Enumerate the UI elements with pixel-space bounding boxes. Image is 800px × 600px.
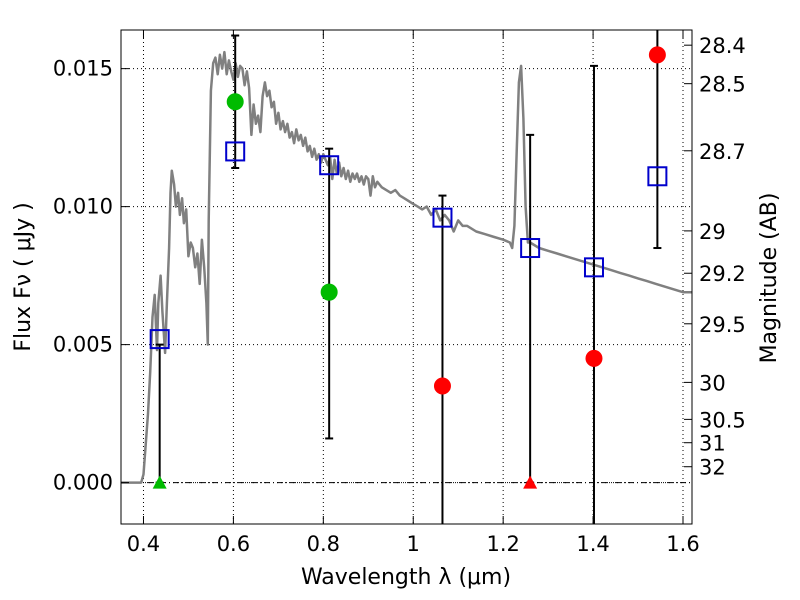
magnitude-axis-label: Magnitude (AB) <box>757 193 782 364</box>
detection-point <box>320 283 338 301</box>
error-bars <box>155 30 662 524</box>
x-tick-label: 1.2 <box>486 532 519 556</box>
y-tick-label: 0.010 <box>53 195 113 219</box>
magnitude-tick-label: 30 <box>699 371 726 395</box>
low-significance-point <box>648 46 666 64</box>
y-axis-ticks: 0.000 0.005 0.010 0.015 <box>53 57 129 495</box>
x-tick-label: 0.4 <box>127 532 160 556</box>
plot-frame <box>120 29 693 525</box>
upper-limit-marker <box>523 475 538 489</box>
y-tick-label: 0.000 <box>53 471 113 495</box>
y-tick-label: 0.015 <box>53 57 113 81</box>
x-tick-label: 1 <box>407 532 420 556</box>
model-flux-square <box>432 207 453 228</box>
y-axis-label: Flux Fν ( μJy ) <box>11 202 36 351</box>
model-flux-square <box>647 166 668 187</box>
model-flux-square <box>225 141 246 162</box>
model-flux-square <box>583 257 604 278</box>
magnitude-tick-label: 29 <box>699 220 726 244</box>
data-markers <box>149 46 668 489</box>
magnitude-tick-label: 30.5 <box>699 408 746 432</box>
sed-model-line <box>121 50 692 484</box>
magnitude-tick-label: 29.5 <box>699 313 746 337</box>
magnitude-tick-label: 31 <box>699 432 726 456</box>
magnitude-tick-label: 29.2 <box>699 262 746 286</box>
low-significance-point <box>585 349 603 367</box>
x-tick-label: 1.6 <box>666 532 699 556</box>
magnitude-tick-label: 28.7 <box>699 140 746 164</box>
x-tick-label: 0.6 <box>217 532 250 556</box>
low-significance-point <box>433 377 451 395</box>
magnitude-tick-label: 28.4 <box>699 34 746 58</box>
model-flux-square <box>149 329 170 350</box>
upper-limit-marker <box>152 475 167 489</box>
x-tick-label: 0.8 <box>307 532 340 556</box>
x-axis-ticks: 0.4 0.6 0.8 1 1.2 1.4 1.6 <box>127 30 700 556</box>
sed-curve <box>121 50 692 484</box>
x-axis-label: Wavelength λ (μm) <box>301 565 511 590</box>
detection-point <box>226 93 244 111</box>
magnitude-tick-label: 32 <box>699 456 726 480</box>
x-tick-label: 1.4 <box>576 532 609 556</box>
model-flux-square <box>520 238 541 259</box>
magnitude-tick-label: 28.5 <box>699 73 746 97</box>
model-flux-square <box>319 155 340 176</box>
y-tick-label: 0.005 <box>53 333 113 357</box>
